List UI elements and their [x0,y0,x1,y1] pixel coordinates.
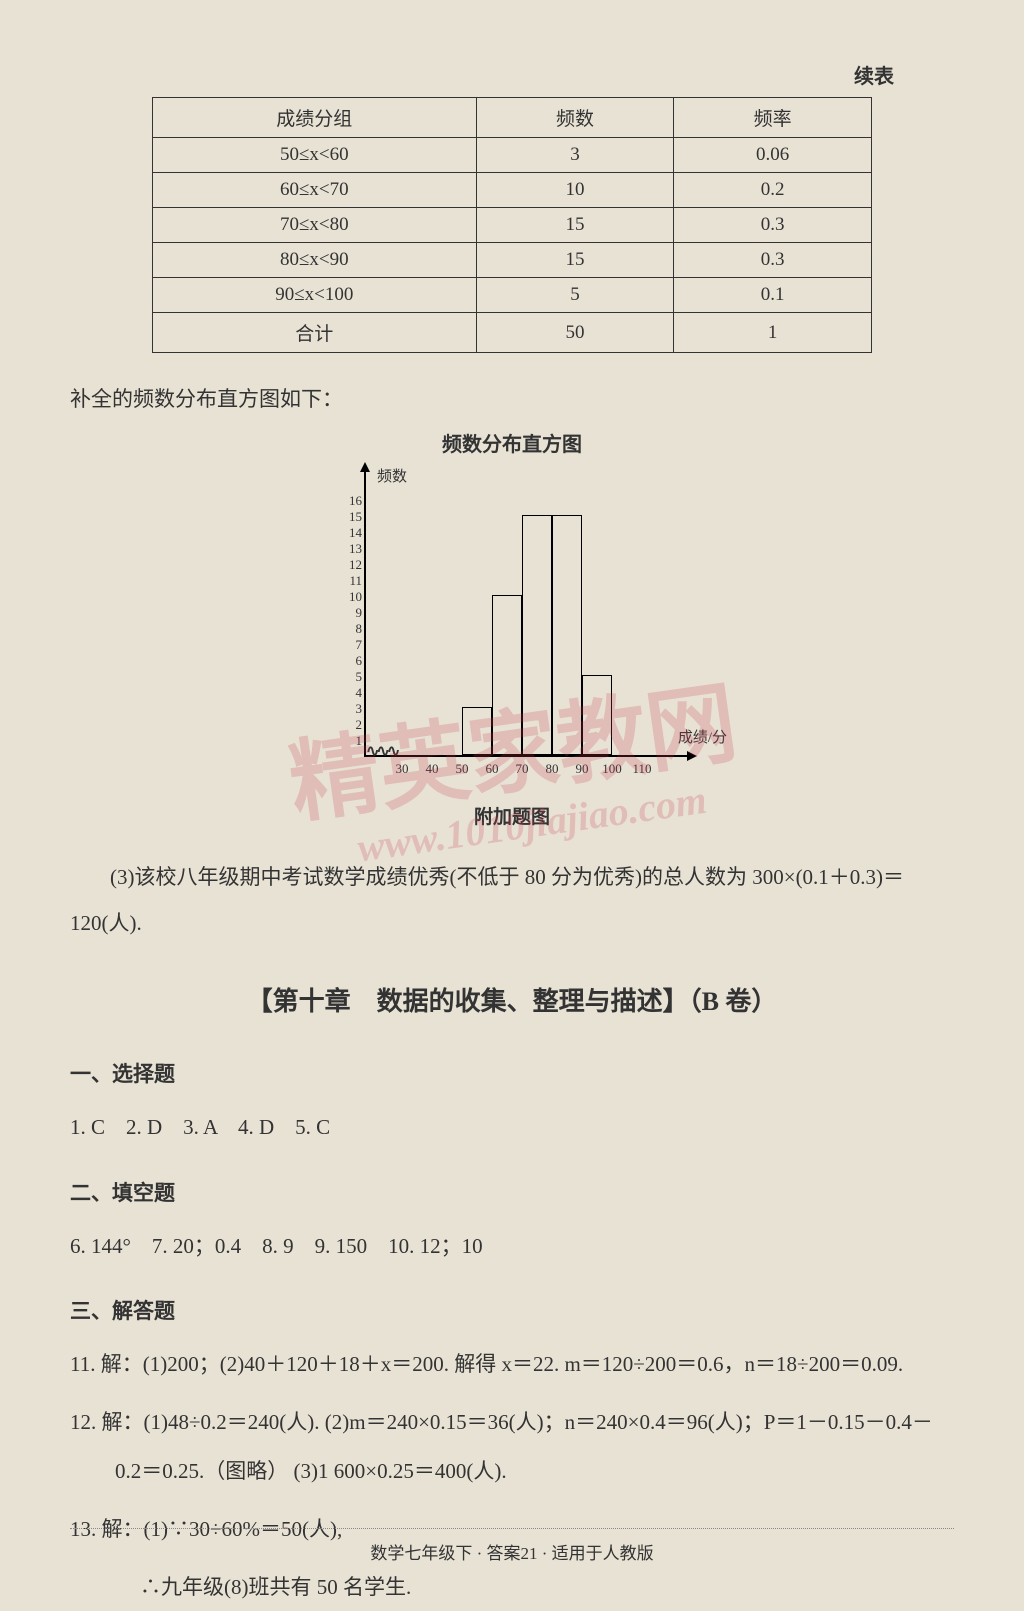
x-tick: 40 [426,761,439,777]
y-tick: 7 [342,637,362,653]
table-cell: 0.2 [674,173,872,208]
y-tick: 8 [342,621,362,637]
y-tick: 1 [342,733,362,749]
frequency-table: 成绩分组 频数 频率 50≤x<6030.0660≤x<70100.270≤x<… [152,97,872,353]
x-tick: 70 [516,761,529,777]
y-arrow-icon [360,462,370,472]
y-tick: 6 [342,653,362,669]
question-12: 12. 解：(1)48÷0.2＝240(人). (2)m＝240×0.15＝36… [70,1398,954,1495]
x-axis-label: 成绩/分 [678,726,727,747]
table-cell: 15 [476,243,674,278]
table-cell: 0.06 [674,138,872,173]
histogram-bar [522,515,552,755]
y-tick: 10 [342,589,362,605]
table-row: 70≤x<80150.3 [153,208,872,243]
y-tick: 2 [342,717,362,733]
y-tick: 13 [342,541,362,557]
section-1-heading: 一、选择题 [70,1058,954,1088]
x-tick: 110 [632,761,651,777]
table-cell: 0.3 [674,208,872,243]
table-cell: 0.1 [674,278,872,313]
histogram-bar [552,515,582,755]
table-row: 90≤x<10050.1 [153,278,872,313]
histogram-bar [582,675,612,755]
histogram-bar [462,707,492,755]
x-tick: 30 [396,761,409,777]
chapter-title: 【第十章 数据的收集、整理与描述】（B 卷） [70,981,954,1018]
table-row: 50≤x<6030.06 [153,138,872,173]
table-cell: 50≤x<60 [153,138,477,173]
table-cell: 70≤x<80 [153,208,477,243]
continue-table-label: 续表 [70,60,954,89]
y-tick: 14 [342,525,362,541]
x-tick: 90 [576,761,589,777]
x-tick: 50 [456,761,469,777]
header-freq: 频数 [476,98,674,138]
table-cell: 3 [476,138,674,173]
x-arrow-icon [687,751,697,761]
y-axis-label: 频数 [377,465,407,486]
table-cell: 5 [476,278,674,313]
table-header-row: 成绩分组 频数 频率 [153,98,872,138]
histogram-caption: 补全的频数分布直方图如下： [70,383,954,413]
x-axis [364,755,692,757]
chart-title: 频数分布直方图 [70,428,954,457]
y-tick: 3 [342,701,362,717]
histogram-bar [492,595,522,755]
chart-sub-label: 附加题图 [70,802,954,829]
table-cell: 60≤x<70 [153,173,477,208]
header-rate: 频率 [674,98,872,138]
table-cell: 1 [674,313,872,353]
y-tick: 9 [342,605,362,621]
histogram-container: 频数 成绩/分 ∿∿∿ 1234567891011121314151630405… [70,467,954,787]
axis-break-icon: ∿∿∿ [366,741,397,761]
table-cell: 10 [476,173,674,208]
section-3-heading: 三、解答题 [70,1295,954,1325]
fill-blank-answers: 6. 144° 7. 20；0.4 8. 9 9. 150 10. 12；10 [70,1222,954,1270]
table-row: 80≤x<90150.3 [153,243,872,278]
table-cell: 50 [476,313,674,353]
y-tick: 16 [342,493,362,509]
question-11: 11. 解：(1)200；(2)40＋120＋18＋x＝200. 解得 x＝22… [70,1340,954,1388]
x-tick: 100 [602,761,622,777]
section-2-heading: 二、填空题 [70,1177,954,1207]
y-tick: 4 [342,685,362,701]
page-footer: 数学七年级下 · 答案21 · 适用于人教版 [70,1528,954,1564]
histogram: 频数 成绩/分 ∿∿∿ 1234567891011121314151630405… [322,467,702,787]
table-cell: 90≤x<100 [153,278,477,313]
table-cell: 合计 [153,313,477,353]
y-tick: 5 [342,669,362,685]
header-group: 成绩分组 [153,98,477,138]
y-tick: 12 [342,557,362,573]
multiple-choice-answers: 1. C 2. D 3. A 4. D 5. C [70,1103,954,1151]
problem-3-text: (3)该校八年级期中考试数学成绩优秀(不低于 80 分为优秀)的总人数为 300… [70,854,954,946]
table-row: 合计501 [153,313,872,353]
y-axis [364,467,366,757]
table-cell: 80≤x<90 [153,243,477,278]
y-tick: 15 [342,509,362,525]
x-tick: 80 [546,761,559,777]
x-tick: 60 [486,761,499,777]
y-tick: 11 [342,573,362,589]
table-row: 60≤x<70100.2 [153,173,872,208]
table-cell: 0.3 [674,243,872,278]
table-cell: 15 [476,208,674,243]
